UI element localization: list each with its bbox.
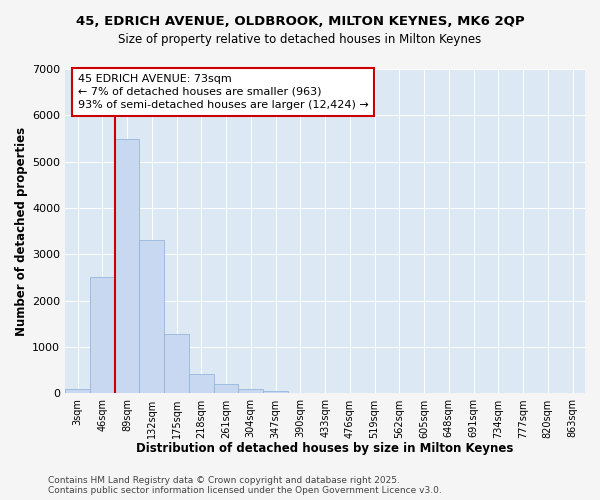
Bar [65,390,90,394]
Bar [263,391,288,394]
Text: 45 EDRICH AVENUE: 73sqm
← 7% of detached houses are smaller (963)
93% of semi-de: 45 EDRICH AVENUE: 73sqm ← 7% of detached… [78,74,369,110]
Text: 45, EDRICH AVENUE, OLDBROOK, MILTON KEYNES, MK6 2QP: 45, EDRICH AVENUE, OLDBROOK, MILTON KEYN… [76,15,524,28]
Bar [189,374,214,394]
Bar [139,240,164,394]
X-axis label: Distribution of detached houses by size in Milton Keynes: Distribution of detached houses by size … [136,442,514,455]
Bar [90,276,115,394]
Bar [214,384,238,394]
Bar [164,334,189,394]
Text: Size of property relative to detached houses in Milton Keynes: Size of property relative to detached ho… [118,32,482,46]
Y-axis label: Number of detached properties: Number of detached properties [15,126,28,336]
Bar [115,138,139,394]
Bar [238,390,263,394]
Text: Contains HM Land Registry data © Crown copyright and database right 2025.
Contai: Contains HM Land Registry data © Crown c… [48,476,442,495]
